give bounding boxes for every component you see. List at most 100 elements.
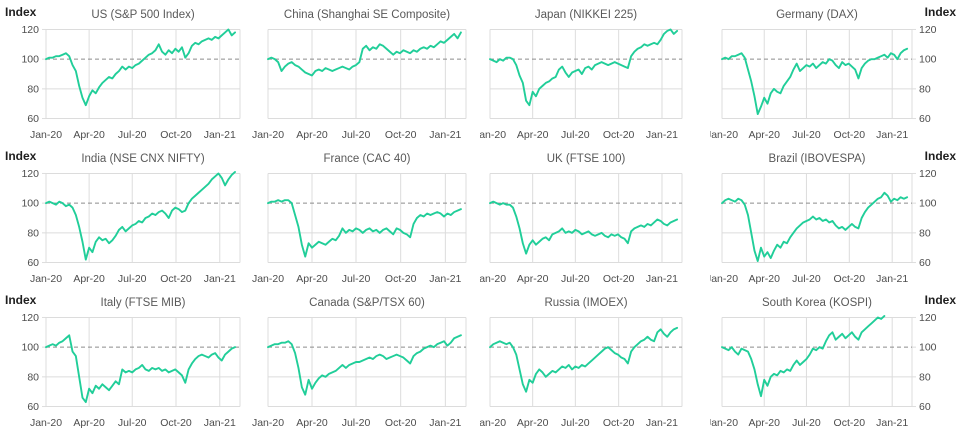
y-tick-label: 80 — [919, 227, 931, 239]
gridlines — [721, 172, 913, 264]
chart-title: Brazil (IBOVESPA) — [769, 153, 866, 165]
x-tick-label: Oct-20 — [834, 417, 866, 429]
chart-southkorea-kospi: South Korea (KOSPI) Jan-20 Apr-20 Jul-20 Oct… — [710, 289, 960, 433]
x-tick-label: Jan-20 — [30, 129, 62, 141]
x-tick-label: Jul-20 — [561, 273, 590, 285]
chart-title: South Korea (KOSPI) — [762, 297, 872, 309]
x-tick-label: Jan-20 — [480, 129, 506, 141]
chart-title: Japan (NIKKEI 225) — [535, 9, 637, 21]
y-tick-label: 120 — [919, 24, 937, 36]
x-tick-label: Oct-20 — [834, 273, 866, 285]
chart-russia-imoex: Russia (IMOEX) Jan-20 Apr-20 Jul-20 Oct-20 Ja… — [480, 289, 710, 433]
y-tick-label: 80 — [27, 371, 39, 383]
x-tick-label: Oct-20 — [385, 129, 417, 141]
x-tick-label: Jan-20 — [252, 417, 284, 429]
x-tick-label: Jan-21 — [429, 129, 461, 141]
chart-title: Russia (IMOEX) — [544, 297, 627, 309]
x-tick-label: Oct-20 — [834, 129, 866, 141]
x-tick-label: Jan-21 — [876, 129, 908, 141]
index-line — [267, 334, 462, 396]
gridlines — [267, 28, 467, 120]
x-tick-label: Jan-20 — [30, 273, 62, 285]
y-tick-label: 100 — [21, 198, 39, 210]
y-tick-label: 60 — [27, 257, 39, 269]
x-tick-label: Jul-20 — [342, 417, 371, 429]
chart-italy-ftsemib: Italy (FTSE MIB) Jan-20 Apr-20 Jul-20 Oct-20… — [0, 289, 250, 433]
chart-title: Germany (DAX) — [776, 9, 858, 21]
y-tick-label: 80 — [919, 83, 931, 95]
gridlines — [489, 172, 683, 264]
chart-germany-dax: Germany (DAX) Jan-20 Apr-20 Jul-20 Oct-20 Jan… — [710, 1, 960, 145]
index-line — [721, 47, 909, 116]
y-tick-label: 60 — [919, 113, 931, 125]
brazil-ibovespa-plot: Brazil (IBOVESPA) Jan-20 Apr-20 Jul-20 Oct-2… — [710, 149, 957, 285]
x-tick-label: Jan-20 — [480, 417, 506, 429]
x-tick-label: Jan-20 — [252, 129, 284, 141]
x-tick-label: Apr-20 — [73, 129, 105, 141]
x-tick-label: Jul-20 — [792, 129, 821, 141]
france-cac40-plot: France (CAC 40) Jan-20 Apr-20 Jul-20 Oct-20 J… — [252, 153, 467, 285]
x-tick-label: Jan-21 — [876, 417, 908, 429]
x-tick-label: Apr-20 — [73, 273, 105, 285]
x-tick-label: Jan-21 — [646, 417, 678, 429]
y-tick-label: 120 — [919, 168, 937, 180]
x-tick-label: Oct-20 — [603, 417, 635, 429]
x-tick-label: Jan-21 — [429, 417, 461, 429]
x-tick-label: Jan-20 — [480, 273, 506, 285]
y-tick-label: 60 — [27, 401, 39, 413]
y-tick-label: 100 — [919, 198, 937, 210]
y-tick-label: 120 — [21, 168, 39, 180]
x-tick-label: Jan-21 — [204, 129, 236, 141]
index-line — [489, 326, 679, 393]
southkorea-kospi-plot: South Korea (KOSPI) Jan-20 Apr-20 Jul-20 Oct… — [710, 293, 956, 429]
y-axis-title: Index — [925, 149, 957, 163]
chart-title: India (NSE CNX NIFTY) — [81, 153, 204, 165]
index-line — [489, 200, 679, 255]
y-tick-label: 100 — [21, 342, 39, 354]
x-tick-label: Apr-20 — [748, 417, 780, 429]
y-axis-title: Index — [925, 5, 957, 19]
x-tick-label: Oct-20 — [385, 273, 417, 285]
x-tick-label: Oct-20 — [603, 273, 635, 285]
x-tick-label: Jan-20 — [710, 129, 738, 141]
x-tick-label: Jul-20 — [342, 273, 371, 285]
x-tick-label: Jan-20 — [252, 273, 284, 285]
y-tick-label: 80 — [27, 227, 39, 239]
x-tick-label: Jul-20 — [118, 273, 147, 285]
y-tick-label: 60 — [919, 257, 931, 269]
gridlines — [45, 316, 241, 408]
x-tick-label: Apr-20 — [748, 129, 780, 141]
y-tick-label: 80 — [27, 83, 39, 95]
x-tick-label: Oct-20 — [385, 417, 417, 429]
index-line — [45, 28, 236, 107]
x-tick-label: Jan-20 — [30, 417, 62, 429]
index-line — [267, 31, 462, 77]
x-tick-label: Jul-20 — [561, 417, 590, 429]
y-tick-label: 100 — [21, 54, 39, 66]
y-tick-label: 60 — [27, 113, 39, 125]
chart-japan-nikkei: Japan (NIKKEI 225) Jan-20 Apr-20 Jul-20 Oct-… — [480, 1, 710, 145]
x-tick-label: Apr-20 — [73, 417, 105, 429]
us-sp500-plot: US (S&P 500 Index) Jan-20 Apr-20 Jul-20 Oct-… — [5, 5, 241, 141]
chart-uk-ftse100: UK (FTSE 100) Jan-20 Apr-20 Jul-20 Oct-20 Jan… — [480, 145, 710, 289]
india-nifty-plot: India (NSE CNX NIFTY) Jan-20 Apr-20 Jul-20 O… — [5, 149, 241, 285]
y-tick-label: 100 — [919, 342, 937, 354]
index-line — [267, 199, 462, 258]
x-tick-label: Jul-20 — [118, 417, 147, 429]
y-tick-label: 120 — [21, 312, 39, 324]
x-tick-label: Jan-20 — [710, 273, 738, 285]
chart-title: Canada (S&P/TSX 60) — [309, 297, 425, 309]
x-tick-label: Oct-20 — [160, 273, 192, 285]
chart-title: UK (FTSE 100) — [547, 153, 626, 165]
gridlines — [721, 28, 913, 120]
x-tick-label: Jul-20 — [792, 417, 821, 429]
x-tick-label: Jan-21 — [429, 273, 461, 285]
index-line — [45, 171, 236, 261]
y-tick-label: 100 — [919, 54, 937, 66]
y-axis-title: Index — [5, 293, 37, 307]
index-line — [489, 28, 679, 107]
x-tick-label: Jul-20 — [792, 273, 821, 285]
russia-imoex-plot: Russia (IMOEX) Jan-20 Apr-20 Jul-20 Oct-20 Ja… — [480, 297, 683, 429]
x-tick-label: Apr-20 — [296, 417, 328, 429]
x-tick-label: Jul-20 — [342, 129, 371, 141]
